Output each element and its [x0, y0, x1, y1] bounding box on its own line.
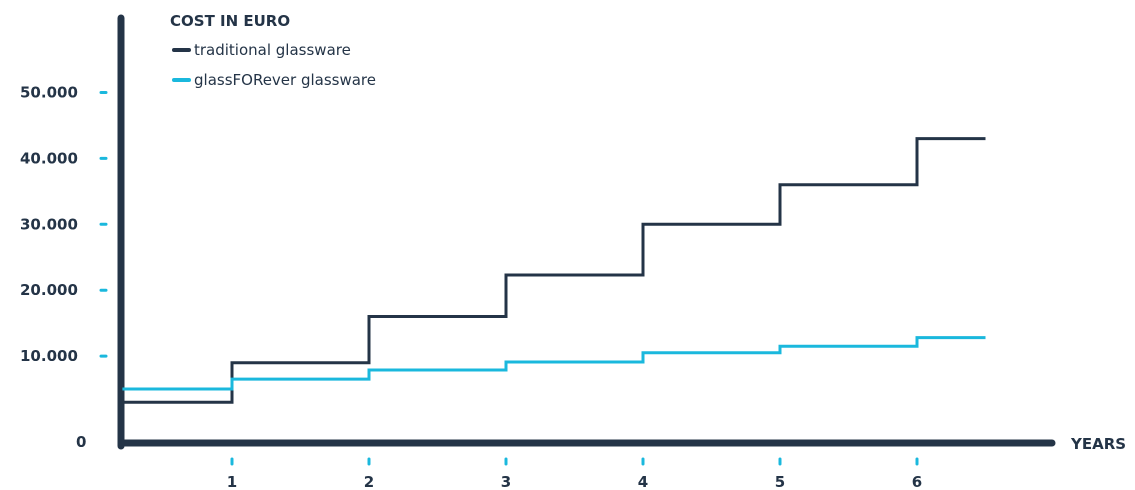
- y-tick-label: 40.000: [20, 149, 78, 167]
- y-tick-label: 0: [76, 433, 86, 451]
- y-tick-label: 50.000: [20, 84, 78, 102]
- ticks: 0 10.000 20.000 30.000 40.000 50.000 1 2 3 4 5 6: [20, 84, 922, 490]
- legend-label-glassforever: glassFORever glassware: [194, 71, 376, 89]
- y-tick-label: 30.000: [20, 215, 78, 233]
- series-line-traditional: [122, 137, 986, 404]
- x-axis-title: YEARS: [1070, 435, 1126, 453]
- series: [122, 137, 986, 404]
- x-tick-label: 2: [364, 473, 374, 490]
- x-tick-label: 6: [912, 473, 922, 490]
- x-tick-label: 5: [775, 473, 785, 490]
- legend: traditional glassware glassFORever glass…: [172, 41, 376, 89]
- legend-label-traditional: traditional glassware: [194, 41, 351, 59]
- x-tick-label: 3: [501, 473, 511, 490]
- series-line-glassforever: [122, 336, 986, 391]
- x-tick-label: 4: [638, 473, 648, 490]
- chart-title: COST IN EURO: [170, 12, 290, 30]
- y-tick-label: 10.000: [20, 347, 78, 365]
- x-tick-label: 1: [227, 473, 237, 490]
- y-tick-label: 20.000: [20, 281, 78, 299]
